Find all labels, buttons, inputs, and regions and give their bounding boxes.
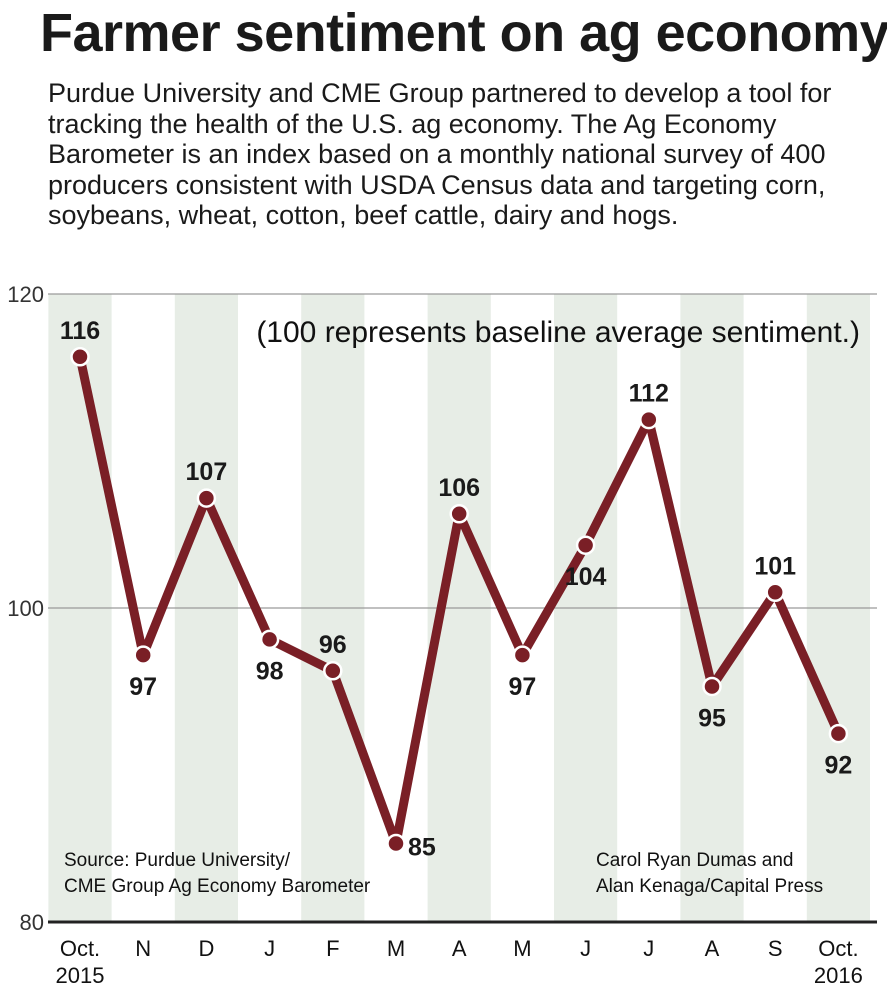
data-point [449,504,469,524]
x-tick-label: M [513,936,531,961]
x-tick-label: A [705,936,720,961]
data-label: 116 [60,317,100,345]
x-tick-label: J [643,936,654,961]
line-chart: 120 100 80 (100 represents baseline averag… [7,282,877,988]
data-point [133,645,153,665]
y-axis-ticks: 120 100 80 [7,282,44,935]
x-tick-label: Oct. [818,936,858,961]
data-series [70,347,849,854]
data-label: 96 [319,631,347,659]
y-tick-label: 100 [7,596,44,621]
gridlines [48,293,877,609]
x-tick-label: 2016 [814,963,863,988]
data-point [828,723,849,744]
data-label: 97 [508,673,536,701]
data-point [702,676,722,697]
data-label: 98 [256,657,284,685]
y-tick-label: 80 [20,910,44,935]
x-tick-label: F [326,936,339,961]
data-point [575,535,596,555]
data-label: 101 [754,552,796,580]
data-label: 97 [129,673,157,701]
data-label: 92 [824,752,852,780]
x-tick-label: N [135,936,151,961]
data-label: 106 [438,474,480,502]
x-tick-label: J [264,936,275,961]
data-point [196,488,217,508]
data-label: 112 [629,380,669,408]
source-line-1: Source: Purdue University/ [64,850,291,871]
credit-line-2: Alan Kenaga/Capital Press [596,876,823,897]
y-tick-label: 120 [7,282,44,307]
data-label: 85 [408,834,436,862]
x-tick-label: A [452,936,467,961]
chart-title: Farmer sentiment on ag economy [40,3,887,63]
data-label: 107 [186,458,228,486]
data-point [386,833,406,854]
chart-description: Purdue University and CME Group partnere… [48,78,832,230]
source-line-2: CME Group Ag Economy Barometer [64,876,371,897]
credit-note: Carol Ryan Dumas and Alan Kenaga/Capital… [596,850,823,897]
x-tick-label: 2015 [56,963,105,988]
x-tick-label: D [198,936,214,961]
data-point [259,629,280,650]
x-tick-label: S [768,936,783,961]
data-point [70,347,90,367]
credit-line-1: Carol Ryan Dumas and [596,850,793,871]
data-label: 95 [698,705,726,733]
baseline-note: (100 represents baseline average sentime… [256,316,860,349]
data-point [323,661,343,681]
x-tick-label: M [387,936,405,961]
data-point [512,645,533,665]
data-point [639,409,659,430]
source-note: Source: Purdue University/ CME Group Ag … [64,850,371,897]
data-label: 104 [565,563,607,591]
x-tick-label: Oct. [60,936,100,961]
x-tick-label: J [580,936,591,961]
data-point [765,582,785,603]
data-labels: 116 97 107 98 96 85 106 97 104 112 95 101 92 [60,317,852,862]
